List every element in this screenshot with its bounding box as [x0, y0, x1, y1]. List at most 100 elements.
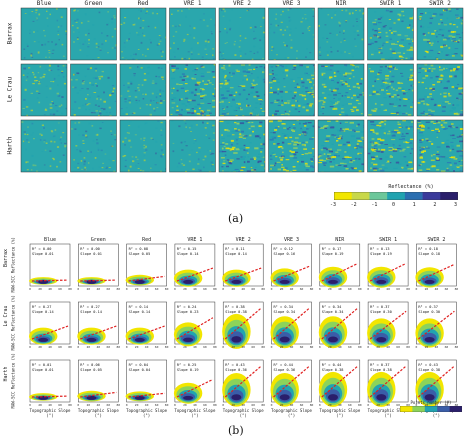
x-tick-label: 0	[415, 287, 417, 291]
r2-label: R² = 0.27	[80, 305, 99, 309]
regression-line	[80, 391, 117, 398]
x-tick-label: 60	[300, 403, 304, 407]
x-tick-label: 20	[38, 345, 42, 349]
texture-marks	[70, 9, 117, 60]
x-tick-label: 80	[165, 287, 169, 291]
x-tick-label: 40	[48, 345, 52, 349]
regression-line	[128, 275, 165, 282]
r2-label: R² = 0.12	[274, 247, 293, 251]
reflectance-image	[169, 120, 216, 172]
x-tick-label: 60	[396, 287, 400, 291]
x-tick-label: 20	[376, 287, 380, 291]
regression-line	[31, 325, 69, 340]
xlabel-b: Topographic Slope (°)	[29, 408, 71, 418]
x-tick-label: 80	[310, 403, 314, 407]
x-tick-label: 40	[241, 403, 245, 407]
x-tick-label: 20	[425, 403, 429, 407]
r2-label: R² = 0.37	[418, 305, 437, 309]
x-tick-label: 60	[445, 403, 449, 407]
x-tick-label: 80	[406, 287, 410, 291]
colorbar-segment	[400, 406, 413, 412]
x-tick-label: 40	[338, 403, 342, 407]
x-tick-label: 60	[58, 345, 62, 349]
x-tick-label: 0	[319, 403, 321, 407]
density-blob	[328, 394, 338, 401]
x-tick-label: 60	[396, 403, 400, 407]
density-blob	[86, 395, 97, 400]
x-tick-label: 0	[415, 345, 417, 349]
r2-label: R² = 0.01	[32, 363, 51, 367]
density-blob	[231, 279, 242, 284]
slope-label: Slope 0.14	[177, 252, 199, 256]
band-header-a: Red	[137, 0, 149, 7]
r2-label: R² = 0.37	[370, 363, 389, 367]
x-tick-label: 40	[145, 403, 149, 407]
x-tick-label: 0	[29, 403, 31, 407]
panel-a: Blue Green Red VRE 1 VRE 2 VRE 3 NIR SWIR 1 SWIR…	[7, 0, 466, 225]
x-tick-label: 0	[174, 345, 176, 349]
r2-label: R² = 0.17	[322, 247, 341, 251]
colorbar-tick-label: 0	[392, 202, 396, 208]
x-tick-label: 80	[455, 287, 459, 291]
x-tick-label: 0	[174, 403, 176, 407]
panel-b-colorbar: Points number (#)	[396, 400, 466, 420]
r2-label: R² = 0.44	[274, 363, 293, 367]
x-tick-label: 80	[261, 403, 265, 407]
x-tick-label: 80	[310, 287, 314, 291]
slope-label: Slope 0.19	[322, 252, 344, 256]
panel-a-image-grid	[20, 7, 464, 173]
x-tick-label: 40	[290, 403, 294, 407]
band-header-b: Blue	[43, 237, 57, 243]
x-tick-label: 0	[126, 403, 128, 407]
x-tick-label: 80	[310, 345, 314, 349]
panel-b: Blue Green Red VRE 1 VRE 2 VRE 3 NIR SWIR 1 SWIR…	[0, 232, 474, 444]
x-tick-label: 20	[280, 287, 284, 291]
texture-marks	[417, 120, 463, 172]
panel-a-colorbar: Reflectance (%) -3 -2 -1 0 1 2 3	[326, 184, 466, 214]
density-blob	[279, 336, 290, 343]
density-blob	[183, 395, 194, 400]
x-tick-label: 40	[435, 403, 439, 407]
x-tick-label: 0	[77, 403, 79, 407]
x-tick-label: 20	[231, 287, 235, 291]
texture-marks	[269, 64, 315, 116]
x-tick-label: 20	[425, 345, 429, 349]
panel-a-colorbar-label: Reflectance (%)	[388, 184, 434, 190]
x-tick-label: 60	[155, 287, 159, 291]
x-tick-label: 0	[415, 403, 417, 407]
xlabel-b: Topographic Slope (°)	[367, 408, 409, 418]
x-tick-label: 80	[358, 345, 362, 349]
panel-b-caption: (b)	[228, 424, 244, 437]
x-tick-label: 60	[300, 287, 304, 291]
x-tick-label: 60	[445, 345, 449, 349]
colorbar-tick-label: -2	[350, 202, 357, 208]
x-tick-label: 40	[193, 403, 197, 407]
x-tick-label: 0	[319, 287, 321, 291]
slope-label: Slope 0.19	[370, 252, 392, 256]
x-tick-label: 20	[183, 287, 187, 291]
panel-b-colorbar-gradient	[400, 406, 462, 412]
slope-label: Slope 0.14	[32, 310, 54, 314]
colorbar-tick-label: 1	[412, 202, 416, 208]
slope-label: Slope 0.14	[80, 310, 102, 314]
x-tick-label: 40	[193, 345, 197, 349]
reflectance-image	[120, 64, 166, 116]
density-blob	[376, 279, 387, 284]
reflectance-image	[367, 8, 414, 60]
x-tick-label: 20	[135, 287, 139, 291]
x-tick-label: 60	[155, 403, 159, 407]
band-header-a: SWIR 1	[379, 0, 402, 7]
slope-label: Slope 0.14	[225, 252, 247, 256]
x-tick-label: 80	[213, 403, 217, 407]
x-tick-label: 20	[425, 287, 429, 291]
x-tick-label: 40	[145, 345, 149, 349]
xlabel-b: Topographic Slope (°)	[77, 408, 119, 418]
